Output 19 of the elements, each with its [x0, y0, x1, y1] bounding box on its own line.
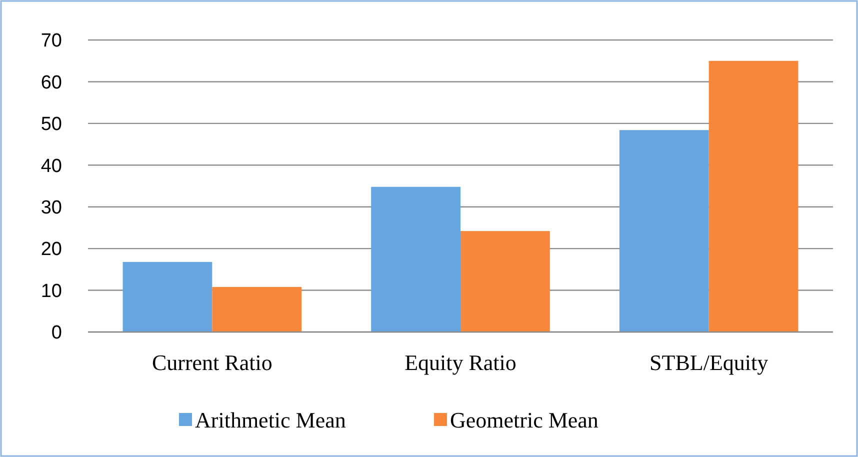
y-tick-label: 40	[40, 156, 62, 177]
bar	[122, 262, 212, 332]
bar	[460, 231, 550, 332]
bar	[708, 60, 798, 332]
x-tick-label: STBL/Equity	[650, 350, 768, 375]
legend-label: Arithmetic Mean	[195, 408, 346, 433]
y-tick-label: 20	[40, 239, 62, 260]
x-tick-label: Current Ratio	[152, 350, 272, 375]
y-tick-label: 50	[40, 114, 62, 136]
y-tick-label: 10	[40, 280, 62, 302]
bar	[212, 286, 302, 332]
y-tick-label: 70	[40, 30, 62, 52]
y-tick-label: 0	[51, 322, 62, 344]
y-tick-label: 30	[40, 198, 62, 219]
bar	[371, 186, 460, 332]
legend-label: Geometric Mean	[450, 408, 598, 433]
y-tick-label: 60	[40, 72, 62, 94]
x-tick-label: Equity Ratio	[404, 350, 516, 375]
bar	[619, 130, 709, 332]
